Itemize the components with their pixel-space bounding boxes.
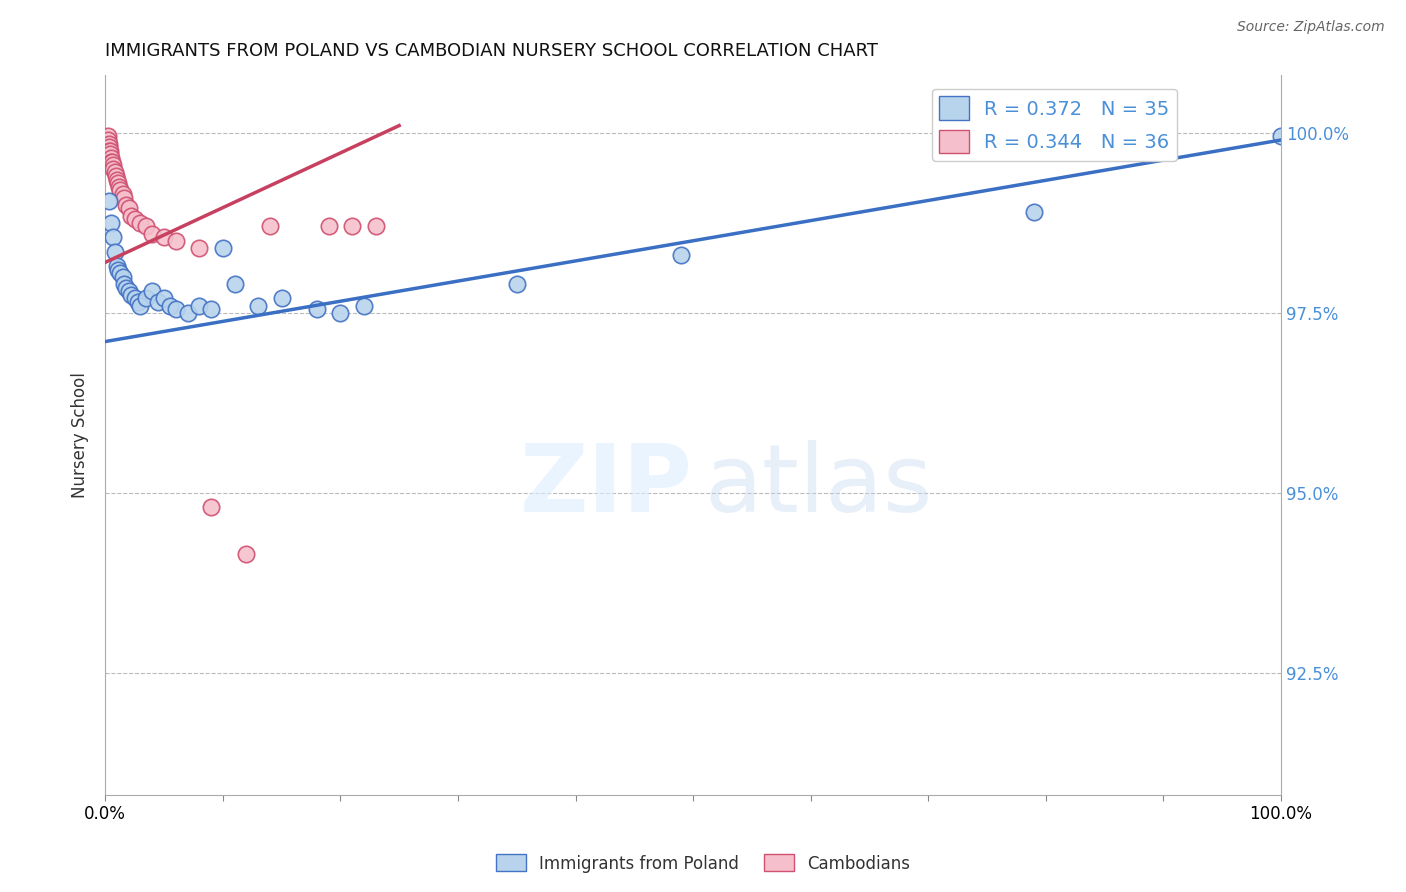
Point bbox=[104, 244, 127, 259]
Point bbox=[100, 154, 122, 169]
Point bbox=[127, 295, 149, 310]
Point bbox=[101, 154, 124, 169]
Point bbox=[318, 219, 340, 234]
Point bbox=[120, 287, 142, 301]
Legend: R = 0.372   N = 35, R = 0.344   N = 36: R = 0.372 N = 35, R = 0.344 N = 36 bbox=[932, 88, 1177, 161]
Point bbox=[111, 186, 134, 201]
Point bbox=[506, 277, 529, 291]
Point bbox=[115, 280, 138, 294]
Point bbox=[100, 216, 122, 230]
Point bbox=[124, 212, 146, 227]
Point bbox=[176, 306, 198, 320]
Point bbox=[671, 248, 693, 262]
Point bbox=[200, 500, 222, 515]
Point bbox=[124, 291, 146, 305]
Point bbox=[153, 230, 176, 244]
Point bbox=[305, 302, 328, 317]
Point bbox=[120, 209, 142, 223]
Point bbox=[105, 172, 128, 186]
Point bbox=[97, 136, 120, 151]
Point bbox=[165, 302, 187, 317]
Point bbox=[118, 284, 141, 298]
Point bbox=[98, 147, 121, 161]
Point bbox=[112, 191, 135, 205]
Point bbox=[146, 295, 169, 310]
Point bbox=[104, 169, 127, 183]
Point bbox=[115, 198, 138, 212]
Point bbox=[188, 241, 211, 255]
Point bbox=[1270, 129, 1292, 144]
Point bbox=[107, 176, 129, 190]
Point bbox=[259, 219, 281, 234]
Point bbox=[159, 299, 181, 313]
Point bbox=[108, 179, 131, 194]
Point bbox=[188, 299, 211, 313]
Y-axis label: Nursery School: Nursery School bbox=[72, 372, 89, 498]
Point bbox=[200, 302, 222, 317]
Point bbox=[118, 202, 141, 216]
Point bbox=[141, 284, 163, 298]
Point bbox=[329, 306, 352, 320]
Point bbox=[165, 234, 187, 248]
Point bbox=[103, 161, 125, 176]
Text: IMMIGRANTS FROM POLAND VS CAMBODIAN NURSERY SCHOOL CORRELATION CHART: IMMIGRANTS FROM POLAND VS CAMBODIAN NURS… bbox=[105, 42, 879, 60]
Point bbox=[129, 216, 152, 230]
Point bbox=[97, 194, 120, 209]
Point bbox=[111, 269, 134, 284]
Point bbox=[129, 299, 152, 313]
Point bbox=[112, 277, 135, 291]
Point bbox=[103, 230, 125, 244]
Point bbox=[105, 259, 128, 273]
Text: Source: ZipAtlas.com: Source: ZipAtlas.com bbox=[1237, 20, 1385, 34]
Point bbox=[97, 129, 120, 144]
Point bbox=[98, 144, 121, 158]
Point bbox=[141, 227, 163, 241]
Point bbox=[110, 183, 132, 197]
Point bbox=[104, 165, 127, 179]
Point bbox=[100, 151, 122, 165]
Point bbox=[97, 133, 120, 147]
Point bbox=[1022, 205, 1045, 219]
Point bbox=[270, 291, 292, 305]
Point bbox=[153, 291, 176, 305]
Legend: Immigrants from Poland, Cambodians: Immigrants from Poland, Cambodians bbox=[489, 847, 917, 880]
Text: ZIP: ZIP bbox=[520, 440, 693, 532]
Point bbox=[135, 219, 157, 234]
Point bbox=[224, 277, 246, 291]
Point bbox=[135, 291, 157, 305]
Point bbox=[110, 266, 132, 280]
Point bbox=[235, 547, 257, 561]
Point bbox=[103, 158, 125, 172]
Point bbox=[340, 219, 363, 234]
Point bbox=[364, 219, 387, 234]
Point bbox=[247, 299, 270, 313]
Point bbox=[97, 140, 120, 154]
Point bbox=[211, 241, 233, 255]
Text: atlas: atlas bbox=[704, 440, 934, 532]
Point bbox=[97, 144, 120, 158]
Point bbox=[353, 299, 375, 313]
Point bbox=[107, 262, 129, 277]
